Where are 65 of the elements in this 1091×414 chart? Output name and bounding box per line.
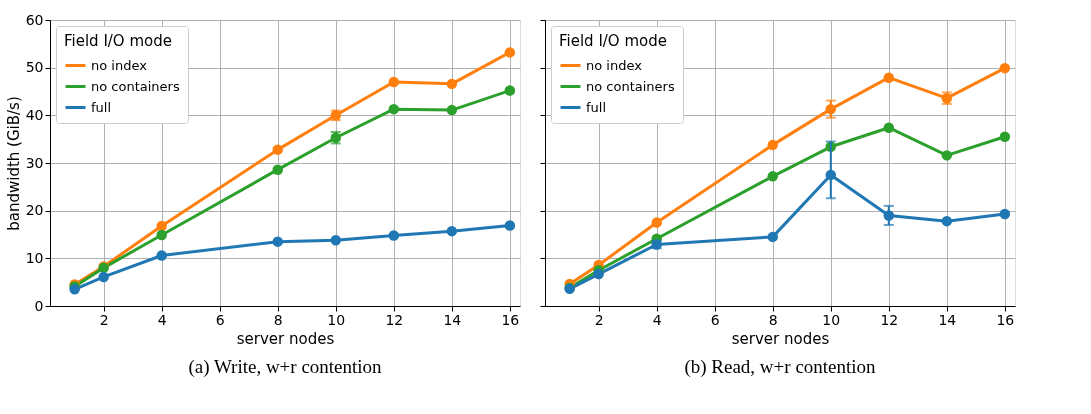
y-tick-label: 0 [34, 297, 44, 314]
legend-label: no containers [91, 78, 180, 94]
point [941, 215, 953, 227]
x-tick-label: 14 [938, 311, 957, 328]
x-tick-label: 4 [652, 311, 662, 328]
point [999, 131, 1011, 143]
legend-title: Field I/O mode [559, 32, 667, 50]
x-tick-label: 6 [710, 311, 720, 328]
legend-label: no index [586, 57, 643, 73]
point [388, 76, 400, 88]
x-tick-label: 16 [996, 311, 1015, 328]
x-tick-label: 16 [501, 311, 520, 328]
x-axis-title: server nodes [236, 329, 335, 348]
legend-label: no containers [586, 78, 675, 94]
point [767, 231, 778, 243]
x-tick-label: 4 [157, 311, 167, 328]
text: (a) Write, w+r contention [188, 356, 383, 378]
legend-title: Field I/O mode [64, 32, 172, 50]
point [883, 72, 895, 83]
x-axis-title: server nodes [731, 329, 830, 348]
y-axis-title: bandwidth (GiB/s) [4, 96, 23, 231]
x-tick-label: 6 [215, 311, 225, 328]
y-tick-label: 40 [25, 106, 44, 123]
y-tick-label: 30 [25, 154, 44, 171]
point [272, 236, 283, 247]
x-tick-label: 12 [880, 311, 899, 328]
legend-label: full [91, 99, 112, 115]
point [593, 268, 604, 280]
x-tick-label: 8 [768, 311, 778, 328]
point [156, 250, 167, 261]
point [446, 78, 458, 90]
x-tick-label: 2 [99, 311, 109, 328]
point [999, 208, 1011, 220]
point [272, 144, 283, 155]
legend-label: no index [91, 57, 148, 73]
point [98, 271, 109, 283]
point [767, 139, 778, 151]
x-tick-label: 10 [327, 311, 346, 328]
y-tick-label: 10 [25, 249, 44, 266]
point [330, 234, 342, 246]
point [388, 230, 400, 241]
point [156, 229, 167, 241]
point [504, 85, 516, 96]
point [651, 217, 662, 228]
legend-label: full [586, 99, 607, 115]
point [941, 150, 953, 161]
x-tick-label: 12 [385, 311, 404, 328]
point [272, 164, 283, 175]
point [767, 171, 778, 182]
x-tick-label: 14 [443, 311, 462, 328]
y-tick-label: 50 [25, 59, 44, 76]
point [446, 104, 458, 116]
point [446, 225, 458, 237]
text: (b) Read, w+r contention [684, 356, 877, 378]
y-tick-label: 60 [25, 11, 44, 28]
x-tick-label: 10 [822, 311, 841, 328]
point [504, 47, 516, 58]
point [999, 62, 1011, 74]
point [388, 103, 400, 115]
x-tick-label: 2 [594, 311, 604, 328]
point [504, 220, 516, 231]
x-tick-label: 8 [273, 311, 283, 328]
y-tick-label: 20 [25, 202, 44, 219]
point [883, 122, 895, 133]
point [156, 220, 167, 232]
